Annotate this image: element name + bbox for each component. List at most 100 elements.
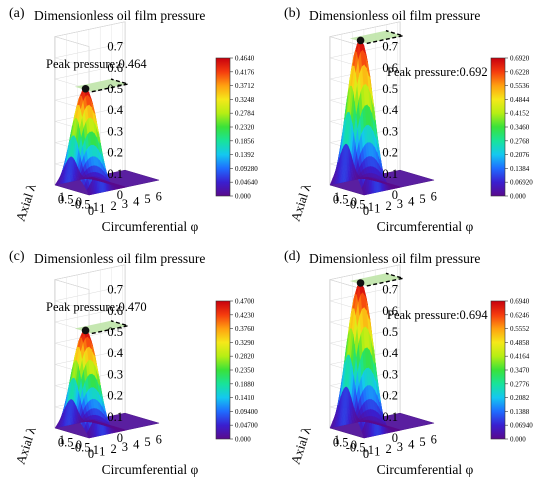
colorbar-tick-label: 0.6228 [510, 68, 530, 76]
x-tick-label: 4 [408, 437, 415, 451]
x-tick-label: 6 [156, 190, 162, 204]
x-tick-label: 6 [156, 433, 162, 447]
colorbar-tick-label: 0.2320 [235, 124, 255, 132]
x-tick-label: 5 [144, 192, 150, 206]
colorbar-tick-label: 0.4152 [510, 110, 530, 118]
x-tick-label: 1 [99, 202, 105, 216]
colorbar-tick-label: 0.1388 [510, 408, 530, 416]
x-tick-label: 3 [122, 440, 128, 454]
x-axis-label: Circumferential φ [377, 462, 474, 477]
colorbar-tick-label: 0.2784 [235, 110, 255, 118]
x-tick-label: 2 [110, 199, 116, 213]
colorbar-tick-label: 0.3290 [235, 339, 255, 347]
colorbar-tick-label: 0.000 [235, 193, 251, 201]
z-tick-label: 0.2 [107, 146, 123, 160]
colorbar-tick-label: 0.4640 [235, 55, 255, 63]
y-tick-label: -0.5 [71, 441, 91, 455]
z-tick-label: 0.2 [382, 146, 398, 160]
y-tick-label: -1 [89, 200, 99, 214]
colorbar-tick-label: 0.000 [235, 436, 251, 444]
colorbar-tick-label: 0.2082 [510, 394, 530, 402]
z-tick-label: 0.7 [382, 40, 398, 54]
colorbar-tick-label: 0.04700 [235, 422, 258, 430]
x-tick-label: 5 [419, 192, 425, 206]
colorbar-tick-label: 0.3470 [510, 367, 530, 375]
colorbar-tick-label: 0.5552 [510, 325, 530, 333]
z-tick-label: 0.3 [382, 367, 398, 381]
surface-plot: Peak pressure:0.69400.10.20.30.40.50.60.… [275, 243, 550, 485]
chart-title: Dimensionless oil film pressure [34, 251, 205, 266]
y-axis-label: Axial λ [13, 424, 39, 466]
z-tick-label: 0.5 [107, 82, 123, 96]
colorbar-tick-label: 0.6246 [510, 311, 530, 319]
colorbar-tick-label: 0.06920 [510, 179, 533, 187]
z-tick-label: 0.7 [382, 283, 398, 297]
peak-marker [357, 37, 365, 45]
chart-title: Dimensionless oil film pressure [309, 251, 480, 266]
z-tick-label: 0.4 [382, 346, 398, 360]
y-axis-label: Axial λ [13, 181, 39, 223]
colorbar-tick-label: 0.6940 [510, 298, 530, 306]
colorbar-tick-label: 0.3460 [510, 124, 530, 132]
x-axis-label: Circumferential φ [102, 219, 199, 234]
x-tick-label: 1 [99, 445, 105, 459]
x-tick-label: 3 [397, 440, 403, 454]
y-tick-label: -1 [364, 200, 374, 214]
z-tick-label: 0.6 [382, 61, 398, 75]
colorbar-tick-label: 0.04640 [235, 179, 258, 187]
y-tick-label: -0.5 [71, 198, 91, 212]
z-tick-label: 0.5 [382, 82, 398, 96]
y-tick-label: -1 [89, 443, 99, 457]
x-tick-label: 4 [408, 194, 415, 208]
z-tick-label: 0.2 [107, 389, 123, 403]
colorbar-tick-label: 0.06940 [510, 422, 533, 430]
panel-label: (a) [9, 6, 25, 21]
x-tick-label: 3 [397, 197, 403, 211]
y-tick-label: -1 [364, 443, 374, 457]
colorbar-tick-label: 0.5536 [510, 82, 530, 90]
colorbar-tick-label: 0.000 [510, 436, 526, 444]
colorbar-tick-label: 0.1856 [235, 137, 255, 145]
x-axis-label: Circumferential φ [377, 219, 474, 234]
z-tick-label: 0.1 [107, 410, 123, 424]
x-tick-label: 2 [385, 199, 391, 213]
x-tick-label: 6 [431, 190, 437, 204]
z-tick-label: 0.4 [382, 103, 398, 117]
panel-label: (d) [284, 249, 301, 264]
y-tick-label: -0.5 [346, 198, 366, 212]
colorbar-tick-label: 0.1392 [235, 151, 255, 159]
colorbar-tick-label: 0.1410 [235, 394, 255, 402]
colorbar [491, 301, 505, 439]
colorbar-tick-label: 0.09280 [235, 165, 258, 173]
colorbar [216, 58, 230, 196]
x-tick-label: 4 [133, 194, 140, 208]
panel-label: (c) [9, 249, 25, 264]
colorbar [491, 58, 505, 196]
colorbar-tick-label: 0.4176 [235, 68, 255, 76]
colorbar-tick-label: 0.2076 [510, 151, 530, 159]
colorbar-tick-label: 0.2820 [235, 353, 255, 361]
z-tick-label: 0.4 [107, 346, 123, 360]
surface-plot: Peak pressure:0.69200.10.20.30.40.50.60.… [275, 0, 550, 242]
z-tick-label: 0.5 [382, 325, 398, 339]
x-tick-label: 4 [133, 437, 140, 451]
colorbar [216, 301, 230, 439]
colorbar-tick-label: 0.09400 [235, 408, 258, 416]
colorbar-tick-label: 0.4858 [510, 339, 530, 347]
x-tick-label: 3 [122, 197, 128, 211]
x-tick-label: 5 [144, 435, 150, 449]
z-tick-label: 0.6 [382, 304, 398, 318]
colorbar-tick-label: 0.4844 [510, 96, 530, 104]
z-tick-label: 0.5 [107, 325, 123, 339]
z-tick-label: 0.4 [107, 103, 123, 117]
peak-annotation: Peak pressure:0.464 [46, 57, 147, 71]
colorbar-tick-label: 0.6920 [510, 55, 530, 63]
colorbar-tick-label: 0.4164 [510, 353, 530, 361]
chart-title: Dimensionless oil film pressure [309, 8, 480, 23]
x-tick-label: 1 [374, 445, 380, 459]
colorbar-tick-label: 0.2768 [510, 137, 530, 145]
y-axis-label: Axial λ [288, 181, 314, 223]
